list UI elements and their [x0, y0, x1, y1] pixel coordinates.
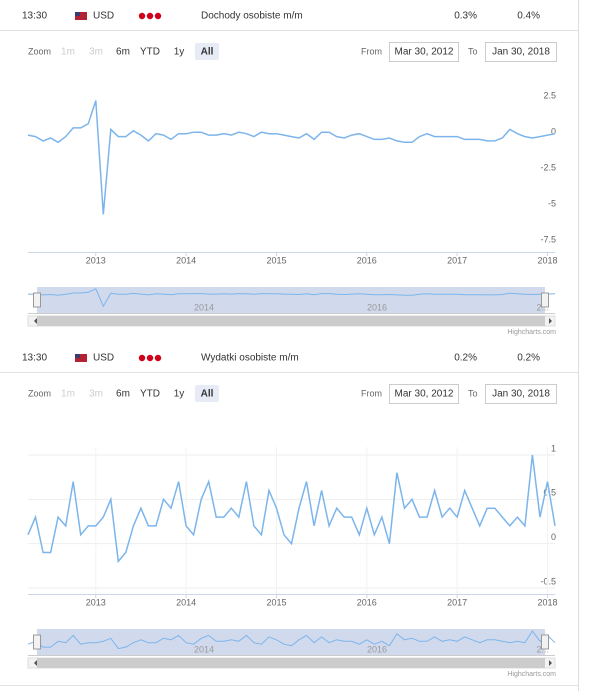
- to-input[interactable]: [485, 384, 557, 404]
- x-tick-label: 2013: [86, 255, 106, 265]
- scroll-arrow-right[interactable]: [549, 660, 552, 666]
- range-button[interactable]: All: [201, 389, 214, 400]
- navigator-label: 2...: [536, 302, 549, 312]
- scrollbar-thumb[interactable]: [37, 316, 545, 326]
- to-label: To: [468, 46, 478, 56]
- y-tick-label: -7.5: [540, 234, 556, 244]
- flag: [75, 354, 87, 362]
- y-tick-label: -2.5: [540, 162, 556, 172]
- x-tick-label: 2015: [266, 255, 286, 265]
- navigator-line: [27, 630, 556, 650]
- x-tick-label: 2018: [537, 597, 557, 607]
- from-label: From: [361, 388, 382, 398]
- scroll-arrow-right[interactable]: [549, 318, 552, 324]
- range-button[interactable]: 1y: [174, 389, 185, 400]
- y-tick-label: 0: [551, 126, 556, 136]
- x-tick-label: 2013: [86, 597, 106, 607]
- range-button: 1m: [61, 47, 75, 58]
- to-date: Jan 30, 2018: [492, 389, 550, 400]
- range-button: 3m: [89, 389, 103, 400]
- navigator-mask: [37, 287, 545, 313]
- from-input[interactable]: [389, 42, 459, 62]
- navigator-label: 2016: [367, 302, 387, 312]
- navigator-label: 2016: [367, 644, 387, 654]
- y-tick-label: 0: [551, 532, 556, 542]
- range-button[interactable]: 1y: [174, 47, 185, 58]
- x-tick-label: 2014: [176, 597, 196, 607]
- flag: [75, 12, 87, 20]
- navigator-handle[interactable]: [33, 292, 41, 308]
- impact-dot: [146, 354, 154, 362]
- flag-canton: [75, 12, 80, 16]
- impact-dot: [146, 12, 154, 20]
- from-input[interactable]: [389, 384, 459, 404]
- series-line: [27, 454, 556, 564]
- event-row: [0, 0, 578, 30]
- x-tick-label: 2017: [447, 597, 467, 607]
- range-button[interactable]: 6m: [116, 389, 130, 400]
- event-name[interactable]: Dochody osobiste m/m: [201, 11, 303, 22]
- zoom-label: Zoom: [28, 46, 51, 56]
- from-label: From: [361, 46, 382, 56]
- impact-dot: [138, 12, 146, 20]
- event-currency: USD: [93, 11, 114, 22]
- event-row: [0, 342, 578, 372]
- range-button[interactable]: 6m: [116, 47, 130, 58]
- event-time: 13:30: [22, 11, 47, 22]
- scroll-arrow-left[interactable]: [34, 318, 37, 324]
- range-button[interactable]: YTD: [140, 389, 160, 400]
- x-tick-label: 2016: [357, 255, 377, 265]
- navigator-label: 2...: [536, 644, 549, 654]
- event-actual: 0.2%: [454, 353, 477, 364]
- event-forecast: 0.4%: [517, 11, 540, 22]
- to-label: To: [468, 388, 478, 398]
- from-date: Mar 30, 2012: [395, 389, 454, 400]
- impact-dot: [138, 354, 146, 362]
- range-button: 1m: [61, 389, 75, 400]
- flag-canton: [75, 354, 80, 358]
- navigator-line: [27, 288, 556, 308]
- x-tick-label: 2014: [176, 255, 196, 265]
- series-line: [27, 100, 556, 215]
- y-tick-label: 2.5: [543, 90, 556, 100]
- x-tick-label: 2017: [447, 255, 467, 265]
- credits: Highcharts.com: [507, 329, 556, 336]
- event-name[interactable]: Wydatki osobiste m/m: [201, 353, 299, 364]
- y-tick-label: -5: [548, 198, 556, 208]
- y-tick-label: -0.5: [540, 576, 556, 586]
- x-tick-label: 2015: [266, 597, 286, 607]
- navigator-mask: [37, 629, 545, 655]
- impact-dot: [154, 12, 162, 20]
- event-time: 13:30: [22, 353, 47, 364]
- x-tick-label: 2018: [537, 255, 557, 265]
- navigator-label: 2014: [194, 644, 214, 654]
- range-button: 3m: [89, 47, 103, 58]
- zoom-label: Zoom: [28, 388, 51, 398]
- y-tick-label: 1: [551, 443, 556, 453]
- credits: Highcharts.com: [507, 671, 556, 678]
- navigator-handle[interactable]: [541, 292, 549, 308]
- navigator-handle[interactable]: [33, 634, 41, 650]
- event-actual: 0.3%: [454, 11, 477, 22]
- x-tick-label: 2016: [357, 597, 377, 607]
- button-selected-bg: [195, 385, 219, 402]
- event-forecast: 0.2%: [517, 353, 540, 364]
- range-button[interactable]: All: [201, 47, 214, 58]
- event-currency: USD: [93, 353, 114, 364]
- navigator-handle[interactable]: [541, 634, 549, 650]
- to-date: Jan 30, 2018: [492, 47, 550, 58]
- from-date: Mar 30, 2012: [395, 47, 454, 58]
- impact-dot: [154, 354, 162, 362]
- range-button[interactable]: YTD: [140, 47, 160, 58]
- to-input[interactable]: [485, 42, 557, 62]
- navigator-label: 2014: [194, 302, 214, 312]
- button-selected-bg: [195, 43, 219, 60]
- scroll-arrow-left[interactable]: [34, 660, 37, 666]
- scrollbar-thumb[interactable]: [37, 658, 545, 668]
